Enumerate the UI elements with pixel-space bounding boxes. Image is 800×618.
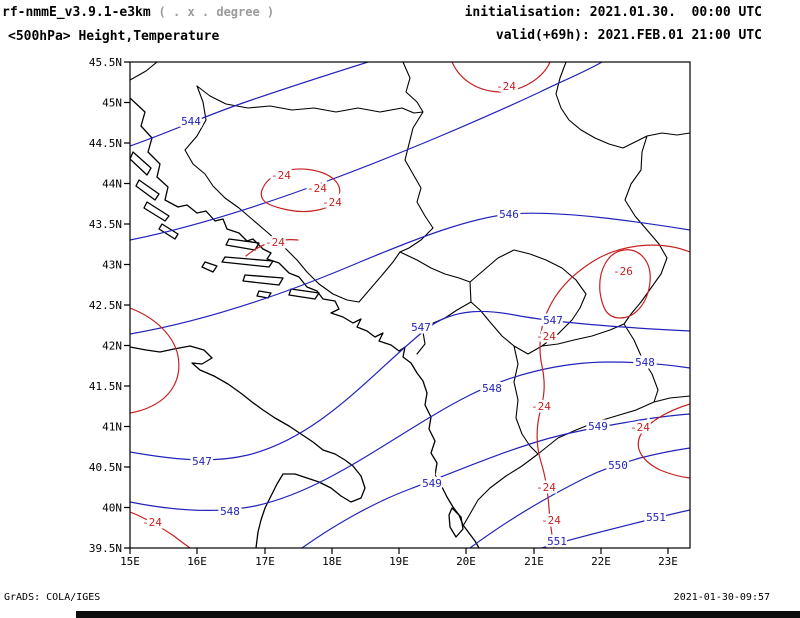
temp-label: -24 xyxy=(307,182,327,195)
height-contours xyxy=(130,62,690,548)
height-contour-551 xyxy=(541,509,690,548)
temperature-contours xyxy=(130,62,690,548)
x-tick-label: 21E xyxy=(524,555,544,568)
y-tick-label: 41.5N xyxy=(89,380,122,393)
model-title: rf-nmmE_v3.9.1-e3km ( . x . degree ) xyxy=(2,5,274,20)
height-label: 548 xyxy=(635,356,655,369)
height-contour-labels: 544 546 547 547 547 548 548 548 549 549 … xyxy=(179,113,669,551)
x-tick-label: 17E xyxy=(255,555,275,568)
temp-contour-east-arc xyxy=(637,403,690,479)
bottom-bar xyxy=(76,611,800,618)
height-contour-544 xyxy=(130,62,369,147)
y-tick-label: 39.5N xyxy=(89,542,122,555)
temp-contour-main xyxy=(536,244,690,548)
x-tick-label: 20E xyxy=(456,555,476,568)
y-tick-label: 45N xyxy=(102,97,122,110)
temp-label: -24 xyxy=(142,516,162,529)
field-title: <500hPa> Height,Temperature xyxy=(8,29,220,44)
balkan-coastline xyxy=(130,97,480,548)
height-contour-549 xyxy=(301,413,690,548)
x-tick-label: 18E xyxy=(322,555,342,568)
x-tick-label: 16E xyxy=(187,555,207,568)
y-tick-label: 40N xyxy=(102,502,122,515)
y-tick-label: 42.5N xyxy=(89,299,122,312)
init-time: initialisation: 2021.01.30. 00:00 UTC xyxy=(464,5,762,20)
temp-label: -24 xyxy=(271,169,291,182)
height-contour-546 xyxy=(130,212,690,335)
x-tick-label: 22E xyxy=(591,555,611,568)
y-tick-label: 44.5N xyxy=(89,137,122,150)
model-name: rf-nmmE_v3.9.1-e3km xyxy=(2,5,151,20)
valid-time: valid(+69h): 2021.FEB.01 21:00 UTC xyxy=(495,28,762,43)
temp-label: -26 xyxy=(613,265,633,278)
italy-coastline xyxy=(130,345,366,548)
coastlines xyxy=(130,62,690,548)
height-label: 546 xyxy=(499,208,519,221)
height-label: 544 xyxy=(181,115,201,128)
temp-label: -24 xyxy=(630,421,650,434)
x-axis-labels: 15E 16E 17E 18E 19E 20E 21E 22E 23E xyxy=(120,555,678,568)
temp-label: -24 xyxy=(531,400,551,413)
height-contour-550 xyxy=(469,447,690,548)
height-label: 550 xyxy=(608,459,628,472)
y-tick-label: 44N xyxy=(102,178,122,191)
height-label: 547 xyxy=(411,321,431,334)
temp-contour-minus26-pocket xyxy=(599,249,651,319)
y-tick-label: 45.5N xyxy=(89,56,122,69)
temp-contour-top xyxy=(451,62,551,93)
temp-contour-bosnia-arc xyxy=(245,239,299,257)
y-axis-labels: 45.5N 45N 44.5N 44N 43.5N 43N 42.5N 42N … xyxy=(89,56,122,555)
plot-frame xyxy=(129,61,691,549)
y-tick-label: 43N xyxy=(102,259,122,272)
temp-contour-west-tongue xyxy=(130,307,180,414)
y-tick-label: 40.5N xyxy=(89,461,122,474)
axis-ticks xyxy=(124,61,669,554)
x-tick-label: 19E xyxy=(389,555,409,568)
model-resolution: ( . x . degree ) xyxy=(158,5,275,19)
height-label: 547 xyxy=(543,314,563,327)
temp-contour-bosnia-pocket xyxy=(260,168,341,213)
height-label: 548 xyxy=(482,382,502,395)
temp-label: -24 xyxy=(265,236,285,249)
height-label: 548 xyxy=(220,505,240,518)
temp-label: -24 xyxy=(322,196,342,209)
y-tick-label: 41N xyxy=(102,421,122,434)
y-tick-label: 43.5N xyxy=(89,218,122,231)
height-label: 551 xyxy=(646,511,666,524)
height-contour-545 xyxy=(130,62,603,241)
temp-label: -24 xyxy=(496,80,516,93)
height-label: 551 xyxy=(547,535,567,548)
grads-stamp: GrADS: COLA/IGES xyxy=(4,592,101,603)
country-borders xyxy=(130,62,690,527)
temp-label: -24 xyxy=(536,481,556,494)
adriatic-islands xyxy=(130,151,464,538)
height-label: 549 xyxy=(588,420,608,433)
height-contour-547 xyxy=(130,310,690,461)
temp-label: -24 xyxy=(541,514,561,527)
height-label: 547 xyxy=(192,455,212,468)
x-tick-label: 15E xyxy=(120,555,140,568)
height-label: 549 xyxy=(422,477,442,490)
x-tick-label: 23E xyxy=(658,555,678,568)
y-tick-label: 42N xyxy=(102,340,122,353)
creation-timestamp: 2021-01-30-09:57 xyxy=(673,592,770,603)
temp-label: -24 xyxy=(536,330,556,343)
height-contour-548 xyxy=(130,361,690,511)
temp-contour-southwest xyxy=(130,511,191,548)
temperature-contour-labels: -24 -24 -24 -24 -24 -26 -24 -24 -24 -24 … xyxy=(140,78,653,532)
